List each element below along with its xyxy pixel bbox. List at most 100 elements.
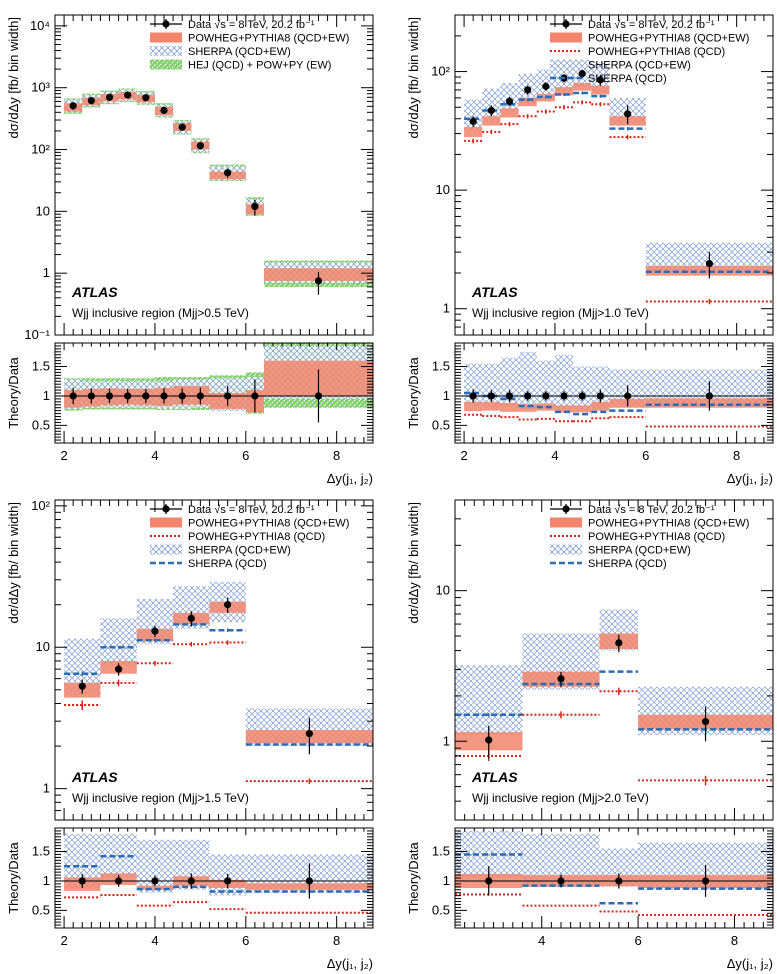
ratio-data-point (524, 392, 532, 400)
main-plot-area (64, 581, 373, 784)
powheg-band (554, 87, 574, 96)
y-tick-label: 10² (431, 64, 450, 79)
legend-powheg-swatch (150, 517, 182, 528)
legend-label: Data √s = 8 TeV, 20.2 fb⁻¹ (588, 504, 715, 516)
ratio-data-point (596, 392, 604, 400)
main-frame (54, 499, 374, 821)
y-tick-label: 1 (443, 301, 450, 316)
legend-label: POWHEG+PYTHIA8 (QCD+EW) (188, 33, 349, 45)
sherpa-band (100, 618, 137, 666)
ratio-sherpa-band (518, 351, 537, 410)
powheg-band (591, 85, 610, 95)
ratio-y-axis-title: Theory/Data (6, 841, 21, 913)
region-label: Wjj inclusive region (Mjj>1.0 TeV) (472, 306, 649, 320)
legend-data-marker (162, 505, 170, 513)
y-tick-label: 10² (31, 142, 50, 157)
ratio-data-point (178, 392, 186, 400)
x-axis-title: Δy(j₁, j₂) (327, 471, 373, 486)
ratio-sherpa-band (573, 366, 592, 410)
data-point (705, 260, 714, 268)
y-tick-label: 10 (36, 639, 50, 654)
ratio-powheg-band (500, 403, 519, 412)
x-tick-label: 8 (333, 933, 340, 948)
ratio-powheg-band (573, 405, 592, 413)
ratio-powheg-band (482, 401, 501, 411)
x-tick-label: 8 (733, 448, 740, 463)
y-axis-title: dσ/dΔy [fb/ bin width] (406, 17, 421, 139)
y-axis-title: dσ/dΔy [fb/ bin width] (6, 17, 21, 139)
data-point (624, 110, 632, 118)
ratio-data-point (196, 392, 204, 400)
ratio-data-point (224, 392, 232, 400)
data-point (557, 675, 565, 683)
ratio-tick-label: 1 (43, 873, 50, 888)
atlas-label: ATLAS (71, 284, 118, 300)
ratio-sherpa-band (464, 363, 483, 405)
x-tick-label: 4 (151, 933, 158, 948)
legend-label: POWHEG+PYTHIA8 (QCD+EW) (588, 33, 749, 45)
ratio-powheg-band (464, 401, 483, 412)
main-plot-area (464, 59, 773, 305)
main-frame (54, 14, 374, 336)
y-tick-label: 10⁻¹ (24, 327, 50, 342)
x-axis-title: Δy(j₁, j₂) (327, 956, 373, 971)
data-point (115, 665, 123, 673)
x-tick-label: 4 (538, 933, 545, 948)
ratio-data-point (160, 392, 168, 400)
legend: Data √s = 8 TeV, 20.2 fb⁻¹ POWHEG+PYTHIA8… (550, 504, 749, 570)
y-axis-title: dσ/dΔy [fb/ bin width] (406, 502, 421, 624)
legend: Data √s = 8 TeV, 20.2 fb⁻¹ POWHEG+PYTHIA8… (550, 19, 749, 85)
ratio-data-point (487, 392, 495, 400)
data-point (578, 70, 586, 78)
ratio-data-point (151, 877, 159, 885)
ratio-tick-label: 1.5 (432, 844, 450, 859)
ratio-plot-area (55, 343, 373, 423)
legend-label: POWHEG+PYTHIA8 (QCD) (188, 531, 325, 543)
ratio-data-point (187, 877, 195, 885)
legend-label: SHERPA (QCD+EW) (188, 545, 291, 557)
ratio-data-point (505, 392, 514, 400)
ratio-tick-label: 1 (443, 873, 450, 888)
region-label: Wjj inclusive region (Mjj>1.5 TeV) (72, 791, 249, 805)
legend-data-marker (162, 20, 170, 28)
y-tick-label: 10³ (31, 80, 50, 95)
ratio-data-point (78, 877, 86, 885)
data-point (87, 96, 95, 105)
legend-powheg-swatch (550, 517, 582, 528)
legend: Data √s = 8 TeV, 20.2 fb⁻¹ POWHEG+PYTHIA8… (150, 504, 349, 570)
legend-sherpa-swatch (550, 544, 582, 555)
ratio-y-axis-title: Theory/Data (406, 356, 421, 428)
ratio-tick-label: 0.5 (32, 417, 50, 432)
ratio-data-point (142, 392, 150, 400)
y-tick-label: 1 (443, 733, 450, 748)
powheg-band (464, 127, 483, 138)
ratio-powheg-band (591, 401, 610, 411)
ratio-y-axis-title: Theory/Data (6, 356, 21, 428)
ratio-data-point (251, 392, 259, 400)
legend-label: POWHEG+PYTHIA8 (QCD+EW) (588, 518, 749, 530)
data-point (124, 91, 132, 99)
data-point (196, 142, 204, 150)
legend-sherpa-swatch (150, 46, 182, 56)
ratio-tick-label: 0.5 (432, 417, 450, 432)
legend-label: SHERPA (QCD) (188, 558, 267, 570)
main-frame (454, 499, 774, 821)
x-tick-label: 4 (151, 448, 158, 463)
data-point (142, 94, 150, 102)
atlas-label: ATLAS (471, 769, 518, 785)
ratio-sherpa-band (500, 357, 519, 407)
data-point (151, 627, 159, 635)
ratio-data-point (624, 392, 632, 400)
legend-data-marker (562, 20, 570, 28)
x-tick-label: 6 (634, 933, 641, 948)
powheg-band (518, 97, 537, 107)
chart-panel-4: 1 10 0.5 1 1.5 4 6 8 Δy(j₁, j₂) dσ/dΔy [fb/ bin w… (406, 499, 774, 971)
legend-label: SHERPA (QCD+EW) (588, 60, 691, 72)
x-tick-label: 2 (60, 448, 67, 463)
ratio-data-point (578, 392, 586, 400)
y-tick-label: 10 (436, 182, 450, 197)
legend-label: SHERPA (QCD+EW) (588, 545, 691, 557)
y-tick-label: 1 (43, 265, 50, 280)
data-point (224, 601, 232, 609)
data-point (615, 639, 623, 647)
